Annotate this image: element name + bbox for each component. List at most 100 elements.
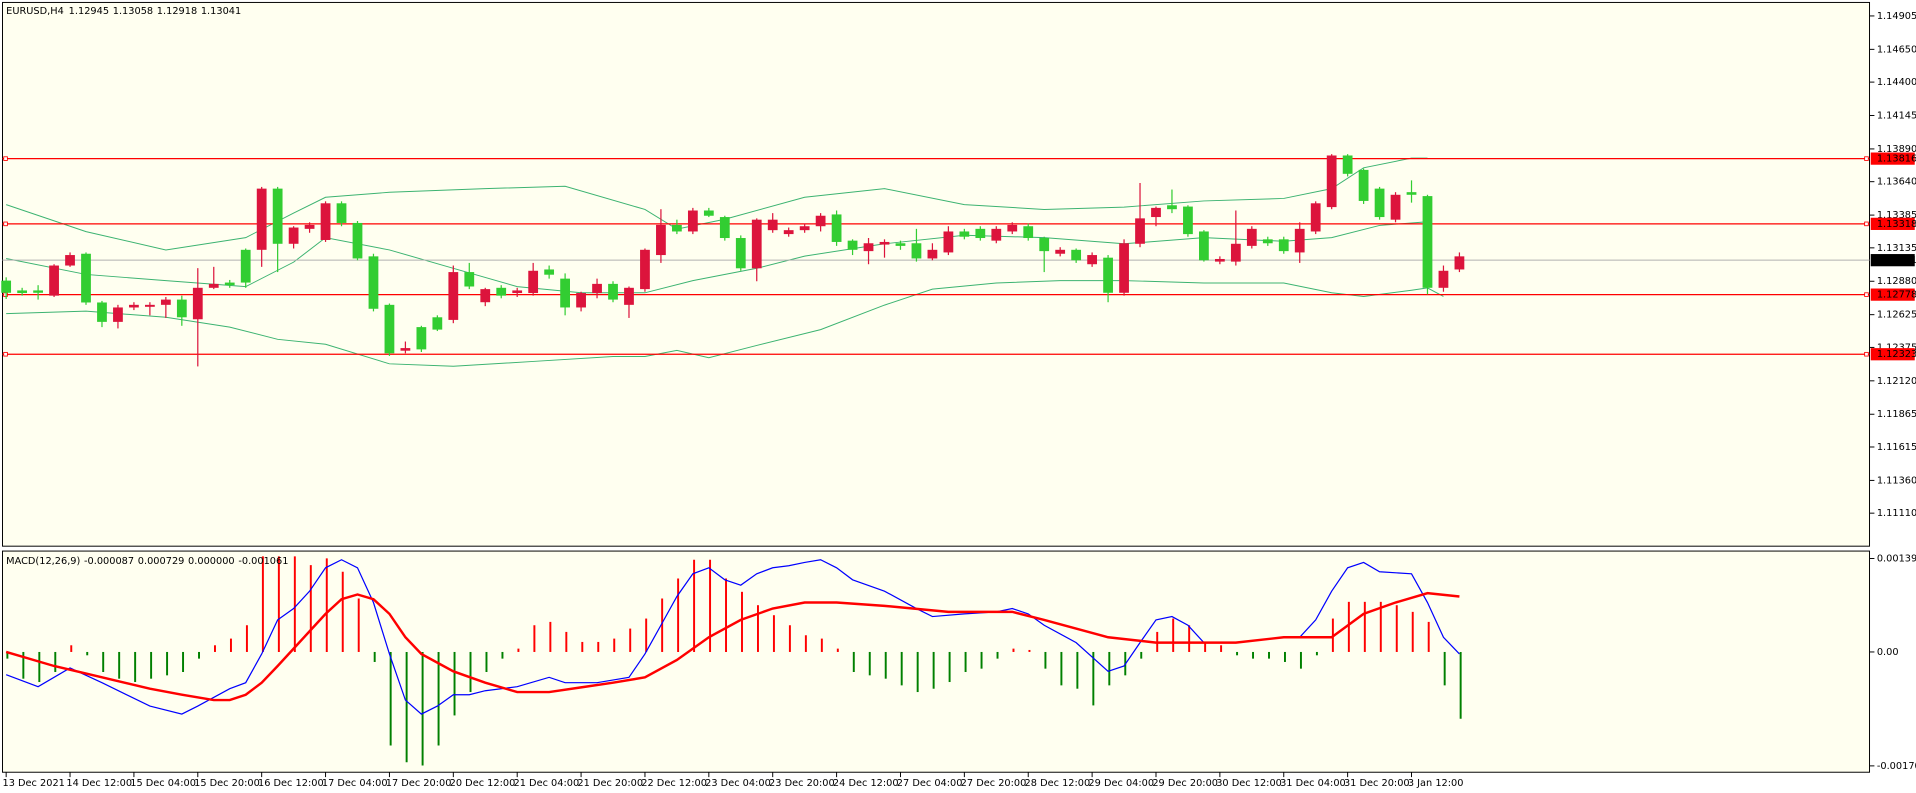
candle-body (1246, 228, 1257, 246)
candle-body (1278, 239, 1289, 252)
candle-body (687, 210, 698, 232)
candle-body (1199, 231, 1209, 261)
candle-body (719, 217, 730, 239)
candle-body (160, 299, 171, 305)
candle-body (656, 224, 666, 256)
price-header: EURUSD,H4 1.12945 1.13058 1.12918 1.13041 (6, 6, 241, 17)
candle-body (144, 304, 155, 307)
candle-body (1454, 256, 1465, 270)
candle-body (17, 290, 28, 294)
candle-body (81, 253, 91, 303)
y-tick-label: 1.13640 (1877, 177, 1916, 188)
macd-header-value: 0.000000 (188, 556, 235, 567)
x-tick-label: 27 Dec 20:00 (961, 778, 1027, 789)
candle-body (751, 219, 762, 269)
candle-body (1230, 243, 1241, 262)
candle-body (1007, 224, 1018, 232)
candle-body (863, 243, 874, 252)
last-price-box (1870, 254, 1915, 267)
candle-body (1087, 255, 1098, 265)
x-tick-label: 14 Dec 12:00 (66, 778, 132, 789)
x-tick-label: 21 Dec 04:00 (514, 778, 580, 789)
header-low: 1.12918 (157, 6, 197, 17)
y-tick-label: 1.13385 (1877, 210, 1916, 221)
candle-body (464, 272, 475, 287)
candle-body (272, 188, 283, 244)
candle-body (608, 283, 618, 300)
candle-body (288, 227, 299, 244)
candle-body (192, 287, 203, 320)
candle-body (847, 240, 858, 250)
macd-line (5, 591, 1460, 702)
candle-body (496, 287, 507, 296)
header-high: 1.13058 (113, 6, 153, 17)
x-tick-label: 31 Dec 20:00 (1344, 778, 1410, 789)
candle-body (432, 317, 443, 330)
candle-body (879, 241, 890, 245)
candle-body (512, 290, 523, 294)
candle-body (991, 228, 1002, 241)
candle-body (1406, 192, 1417, 195)
candle-body (1422, 196, 1433, 288)
candle-body (129, 304, 139, 308)
level-price-label: 1.13318 (1877, 219, 1916, 230)
candle-body (416, 327, 427, 350)
y-tick-label: 1.12625 (1877, 310, 1916, 321)
candle-body (65, 255, 75, 266)
level-price-box (1870, 152, 1915, 165)
level-price-box (1870, 348, 1915, 361)
candle-body (1310, 203, 1321, 232)
candle-body (224, 282, 235, 286)
candle-body (815, 215, 826, 227)
macd-pane (2, 550, 1871, 773)
x-tick-label: 23 Dec 20:00 (769, 778, 835, 789)
x-tick-label: 15 Dec 20:00 (194, 778, 260, 789)
candle-body (544, 269, 555, 275)
candle-body (1214, 258, 1225, 262)
x-tick-label: 29 Dec 20:00 (1152, 778, 1218, 789)
candle-body (113, 307, 123, 322)
y-tick-label: 1.11110 (1877, 508, 1916, 519)
candle-body (943, 231, 954, 253)
level-handle (3, 156, 8, 161)
candle-body (33, 290, 43, 293)
candle-body (400, 348, 411, 351)
candle-body (576, 293, 586, 308)
macd-header-value: -0.000087 (84, 556, 134, 567)
candle-body (304, 224, 315, 229)
x-tick-label: 29 Dec 04:00 (1088, 778, 1154, 789)
candle-body (368, 256, 379, 309)
x-tick-label: 15 Dec 04:00 (130, 778, 196, 789)
x-tick-label: 16 Dec 12:00 (258, 778, 324, 789)
candle-body (49, 265, 59, 296)
level-handle (3, 221, 8, 227)
candle-body (448, 272, 459, 320)
candle-body (592, 283, 602, 294)
x-tick-label: 28 Dec 12:00 (1025, 778, 1091, 789)
macd-title: MACD(12,26,9) (6, 556, 80, 567)
y-tick-label: 1.12120 (1877, 376, 1916, 387)
x-tick-label: 27 Dec 04:00 (897, 778, 963, 789)
candle-body (1438, 270, 1449, 288)
candle-body (1374, 188, 1385, 218)
y-tick-label: 1.13135 (1877, 243, 1916, 254)
candle-body (1119, 243, 1129, 293)
x-tick-label: 31 Dec 04:00 (1280, 778, 1346, 789)
candle-body (1103, 257, 1113, 293)
level-handle (1864, 351, 1869, 357)
candle-body (959, 231, 970, 237)
candle-body (1071, 249, 1082, 261)
macd-header: MACD(12,26,9) -0.000087 0.000729 0.000000 -0… (6, 556, 288, 567)
macd-header-value: -0.001061 (238, 556, 288, 567)
level-handle (1864, 221, 1869, 227)
candle-body (1262, 239, 1273, 244)
candle-body (1, 280, 12, 293)
candle-body (624, 287, 634, 305)
x-tick-label: 24 Dec 12:00 (833, 778, 899, 789)
x-tick-label: 17 Dec 04:00 (322, 778, 388, 789)
y-tick-label: 1.11615 (1877, 442, 1916, 453)
x-tick-label: 30 Dec 12:00 (1216, 778, 1282, 789)
candle-body (1167, 205, 1177, 210)
y-tick-label: 1.14400 (1877, 77, 1916, 88)
